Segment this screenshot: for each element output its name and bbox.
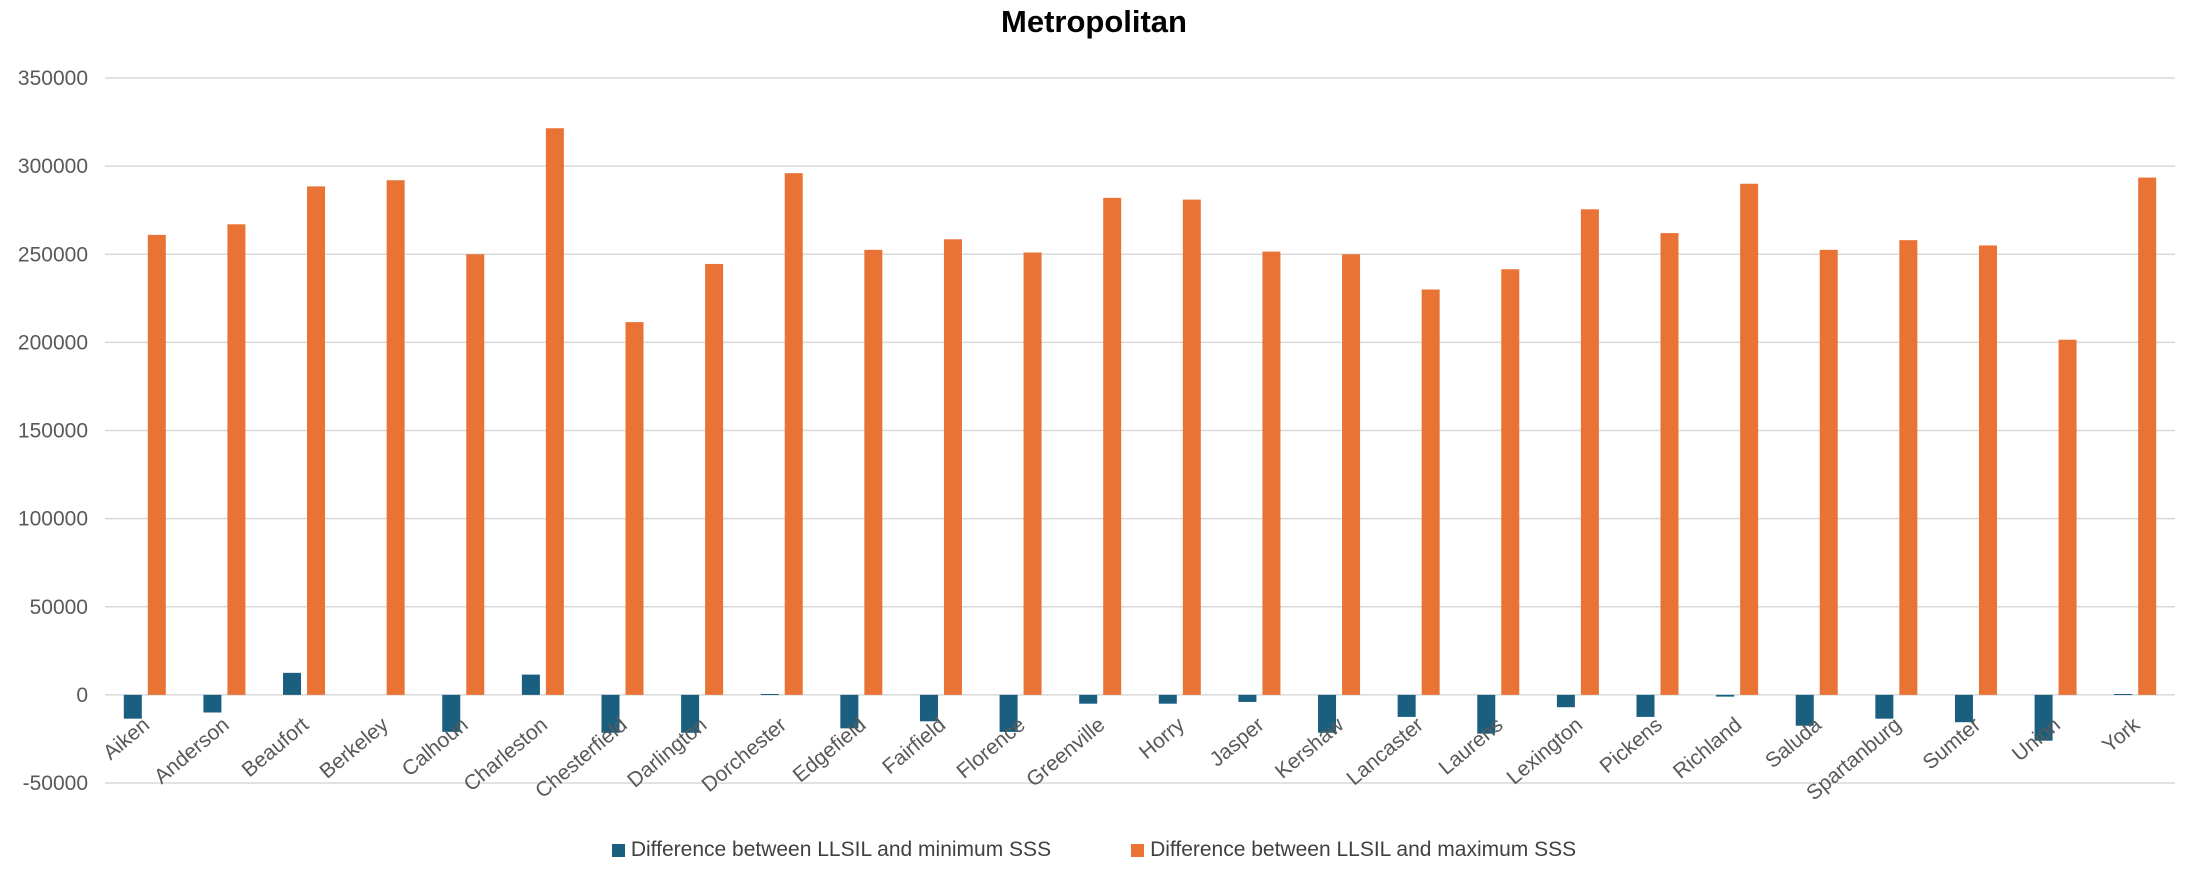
bar-max-sss bbox=[147, 234, 166, 695]
x-tick-label: Fairfield bbox=[878, 713, 950, 779]
legend-item-min: Difference between LLSIL and minimum SSS bbox=[611, 838, 1052, 862]
bar-max-sss bbox=[386, 180, 405, 695]
bar-max-sss bbox=[784, 173, 803, 695]
y-tick-label: 200000 bbox=[18, 331, 88, 354]
bar-max-sss bbox=[1421, 289, 1440, 695]
bar-max-sss bbox=[864, 249, 883, 695]
bar-max-sss bbox=[1899, 240, 1918, 695]
legend-label-max: Difference between LLSIL and maximum SSS bbox=[1150, 838, 1577, 861]
bar-max-sss bbox=[1262, 251, 1281, 695]
y-tick-label: 150000 bbox=[18, 420, 88, 443]
x-tick-label: Dorchester bbox=[697, 713, 790, 797]
bar-min-sss bbox=[203, 694, 222, 713]
bar-min-sss bbox=[1158, 694, 1177, 704]
x-tick-label: Horry bbox=[1135, 713, 1189, 764]
bar-min-sss bbox=[2034, 694, 2053, 741]
bar-min-sss bbox=[283, 672, 302, 695]
x-tick-label: Berkeley bbox=[315, 713, 393, 783]
grid-lines bbox=[105, 77, 2175, 784]
bar-min-sss bbox=[681, 694, 700, 733]
bar-max-sss bbox=[1342, 254, 1361, 695]
bar-max-sss bbox=[545, 128, 564, 695]
x-tick-label: Calhoun bbox=[398, 713, 473, 781]
x-tick-label: Anderson bbox=[150, 713, 234, 788]
bar-max-sss bbox=[1103, 197, 1122, 695]
bar-max-sss bbox=[1501, 269, 1520, 695]
x-tick-label: Beaufort bbox=[238, 713, 314, 782]
bar-max-sss bbox=[1182, 199, 1201, 695]
bar-max-sss bbox=[625, 322, 644, 695]
bar-min-sss bbox=[1795, 694, 1814, 726]
bar-max-sss bbox=[2058, 339, 2077, 695]
x-tick-label: Saluda bbox=[1761, 713, 1826, 773]
legend-label-min: Difference between LLSIL and minimum SSS bbox=[630, 838, 1052, 861]
bar-max-sss bbox=[1978, 245, 1997, 695]
bar-max-sss bbox=[1819, 249, 1838, 695]
bar-max-sss bbox=[227, 224, 246, 695]
y-tick-label: 50000 bbox=[30, 596, 88, 619]
y-tick-label: 250000 bbox=[18, 243, 88, 266]
y-axis-ticks: -50000 0 50000 100000 150000 200000 250000 3000… bbox=[18, 67, 88, 795]
bar-max-sss bbox=[705, 263, 724, 695]
bar-max-sss bbox=[1740, 183, 1759, 695]
legend-swatch-min bbox=[611, 843, 625, 857]
bar-min-sss bbox=[1636, 694, 1655, 717]
bar-min-sss bbox=[442, 694, 461, 732]
y-tick-label: 350000 bbox=[18, 67, 88, 90]
bar-min-sss bbox=[919, 694, 938, 722]
x-tick-label: Kershaw bbox=[1271, 713, 1349, 784]
legend-item-max: Difference between LLSIL and maximum SSS bbox=[1131, 838, 1576, 862]
y-tick-label: 100000 bbox=[18, 508, 88, 531]
x-tick-label: Laurens bbox=[1435, 713, 1508, 779]
bars bbox=[123, 128, 2157, 741]
bar-min-sss bbox=[1318, 694, 1337, 733]
x-tick-label: Sumter bbox=[1919, 713, 1986, 774]
bar-max-sss bbox=[943, 239, 962, 695]
bar-min-sss bbox=[1716, 694, 1735, 697]
bar-min-sss bbox=[999, 694, 1018, 732]
x-tick-label: Richland bbox=[1669, 713, 1746, 783]
x-tick-label: Edgefield bbox=[789, 713, 871, 787]
chart-legend: Difference between LLSIL and minimum SSS… bbox=[0, 838, 2188, 862]
bar-min-sss bbox=[1238, 694, 1257, 702]
bar-min-sss bbox=[760, 693, 779, 695]
bar-min-sss bbox=[1397, 694, 1416, 717]
bar-max-sss bbox=[307, 186, 326, 695]
bar-min-sss bbox=[1556, 694, 1575, 708]
y-tick-label: 300000 bbox=[18, 155, 88, 178]
bar-min-sss bbox=[1875, 694, 1894, 719]
x-tick-label: Jasper bbox=[1206, 713, 1269, 771]
x-tick-label: Florence bbox=[952, 713, 1029, 783]
bar-max-sss bbox=[466, 254, 485, 695]
bar-min-sss bbox=[601, 694, 620, 733]
bar-max-sss bbox=[1660, 233, 1679, 695]
bar-max-sss bbox=[1580, 209, 1599, 695]
bar-max-sss bbox=[2138, 177, 2157, 695]
bar-min-sss bbox=[1477, 694, 1496, 734]
bar-min-sss bbox=[521, 674, 540, 695]
bar-min-sss bbox=[1954, 694, 1973, 723]
y-tick-label: 0 bbox=[76, 684, 88, 707]
x-tick-label: Lexington bbox=[1503, 713, 1588, 789]
bar-min-sss bbox=[2114, 693, 2133, 695]
bar-max-sss bbox=[1023, 252, 1042, 695]
chart-title: Metropolitan bbox=[1001, 4, 1187, 39]
x-tick-label: York bbox=[2098, 713, 2145, 757]
x-tick-label: Aiken bbox=[99, 713, 154, 764]
bar-min-sss bbox=[1079, 694, 1098, 704]
bar-min-sss bbox=[840, 694, 859, 729]
x-tick-label: Greenville bbox=[1022, 713, 1109, 791]
x-tick-label: Lancaster bbox=[1342, 713, 1427, 790]
x-tick-label: Pickens bbox=[1596, 713, 1667, 778]
legend-swatch-max bbox=[1131, 843, 1145, 857]
bar-min-sss bbox=[123, 694, 142, 719]
y-tick-label: -50000 bbox=[23, 772, 88, 795]
